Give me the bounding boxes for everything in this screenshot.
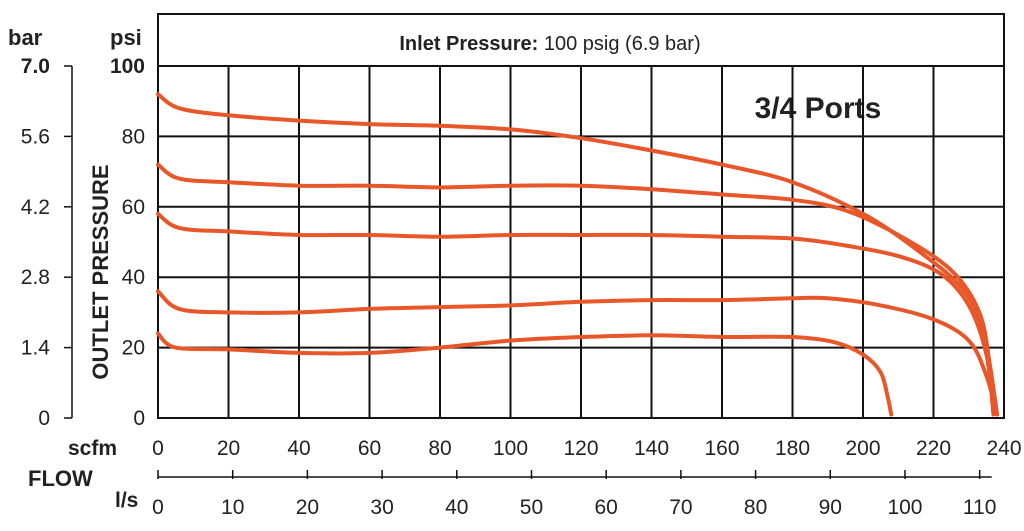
- scfm-tick-label: 120: [563, 437, 598, 460]
- scfm-tick-label: 180: [775, 437, 810, 460]
- bar-unit-label: bar: [8, 25, 43, 50]
- bar-tick-label: 0: [38, 407, 50, 430]
- series-line-5: [156, 331, 894, 417]
- psi-tick-label: 60: [122, 196, 145, 219]
- ls-tick-label: 70: [669, 496, 692, 519]
- psi-tick-label: 80: [122, 125, 145, 148]
- scfm-tick-label: 0: [152, 437, 164, 460]
- psi-tick-label: 20: [122, 337, 145, 360]
- scfm-tick-label: 80: [428, 437, 451, 460]
- scfm-tick-label: 100: [493, 437, 528, 460]
- series-line-3: [156, 211, 996, 417]
- scfm-tick-label: 240: [986, 437, 1021, 460]
- series-line-4: [156, 289, 999, 417]
- ls-tick-label: 40: [445, 496, 468, 519]
- psi-tick-label: 0: [133, 407, 145, 430]
- psi-tick-label: 40: [122, 266, 145, 289]
- ls-tick-label: 110: [963, 496, 996, 519]
- bar-tick-label: 1.4: [21, 337, 51, 360]
- scfm-tick-label: 60: [358, 437, 381, 460]
- scfm-tick-label: 140: [634, 437, 669, 460]
- scfm-unit-label: scfm: [68, 437, 117, 460]
- chart-title: Inlet Pressure: 100 psig (6.9 bar): [399, 33, 700, 55]
- series-line-2: [156, 162, 999, 417]
- ls-tick-label: 30: [370, 496, 393, 519]
- ls-tick-label: 100: [887, 496, 922, 519]
- ls-tick-label: 80: [744, 496, 767, 519]
- bar-tick-label: 4.2: [21, 196, 50, 219]
- ls-tick-label: 90: [819, 496, 842, 519]
- scfm-tick-label: 40: [287, 437, 310, 460]
- scfm-tick-label: 20: [217, 437, 240, 460]
- ls-tick-label: 60: [595, 496, 618, 519]
- series-line-1: [156, 92, 999, 417]
- scfm-tick-label: 160: [704, 437, 739, 460]
- y-axis-label: OUTLET PRESSURE: [88, 164, 113, 379]
- ls-tick-label: 20: [296, 496, 319, 519]
- chart-title-rest: 100 psig (6.9 bar): [538, 33, 700, 55]
- psi-unit-label: psi: [110, 25, 142, 50]
- scfm-tick-label: 220: [916, 437, 951, 460]
- bar-tick-label: 2.8: [21, 266, 50, 289]
- ls-tick-label: 50: [520, 496, 543, 519]
- psi-tick-label: 100: [110, 55, 145, 78]
- ports-annotation: 3/4 Ports: [755, 92, 882, 125]
- x-axis-label: FLOW: [28, 466, 93, 491]
- bar-tick-label: 7.0: [21, 55, 50, 78]
- ls-tick-label: 0: [152, 496, 164, 519]
- chart-title-bold: Inlet Pressure:: [399, 33, 538, 55]
- ls-unit-label: l/s: [115, 489, 138, 512]
- bar-tick-label: 5.6: [21, 125, 50, 148]
- scfm-tick-label: 200: [845, 437, 880, 460]
- ls-tick-label: 10: [221, 496, 244, 519]
